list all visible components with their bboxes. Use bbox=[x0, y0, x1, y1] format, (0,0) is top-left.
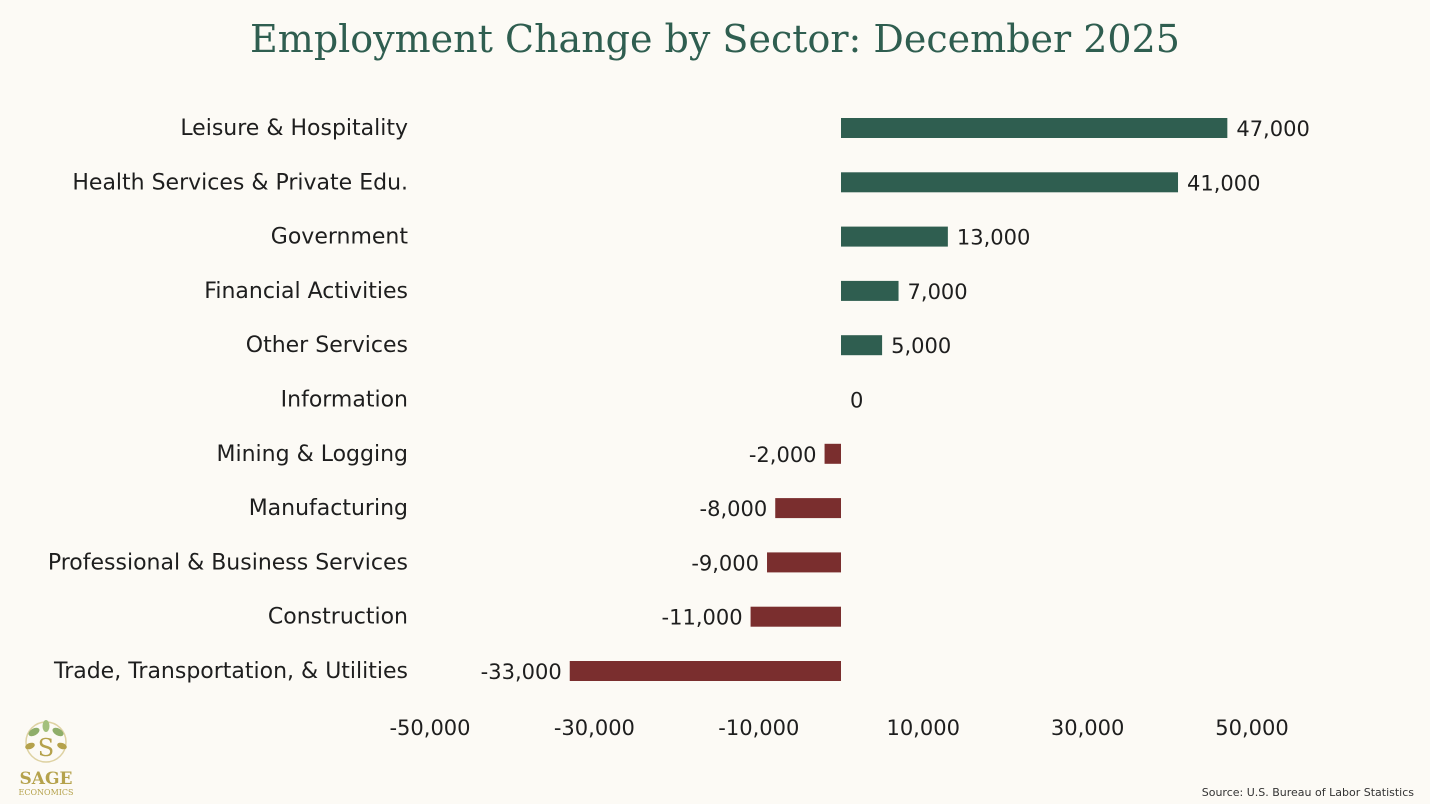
value-label-government: 13,000 bbox=[957, 226, 1030, 250]
value-label-health-services-private-edu: 41,000 bbox=[1187, 171, 1260, 195]
bar-professional-business-services bbox=[767, 552, 841, 573]
x-tick-label: -10,000 bbox=[718, 716, 799, 740]
value-label-construction: -11,000 bbox=[662, 606, 743, 630]
value-label-other-services: 5,000 bbox=[891, 334, 951, 358]
value-label-financial-activities: 7,000 bbox=[908, 280, 968, 304]
category-label-information: Information bbox=[281, 388, 408, 413]
category-label-financial-activities: Financial Activities bbox=[204, 279, 408, 304]
x-tick-label: -30,000 bbox=[554, 716, 635, 740]
category-label-other-services: Other Services bbox=[246, 333, 408, 358]
category-label-professional-business-services: Professional & Business Services bbox=[48, 550, 408, 575]
bar-health-services-private-edu bbox=[841, 172, 1179, 193]
svg-text:S: S bbox=[38, 734, 54, 762]
category-labels: Leisure & Hospitality Health Services & P… bbox=[48, 116, 409, 684]
category-label-health-services-private-edu: Health Services & Private Edu. bbox=[72, 170, 408, 195]
x-tick-label: -50,000 bbox=[389, 716, 470, 740]
bar-government bbox=[841, 226, 948, 247]
bar-financial-activities bbox=[841, 280, 899, 301]
x-tick-label: 30,000 bbox=[1051, 716, 1124, 740]
category-label-leisure-hospitality: Leisure & Hospitality bbox=[180, 116, 408, 141]
bar-trade-transportation-utilities bbox=[569, 661, 841, 681]
x-axis-ticks: -50,000 -30,000 -10,000 10,000 30,000 50,000 bbox=[389, 716, 1288, 740]
sage-logo: S SAGE ECONOMICS bbox=[18, 720, 74, 797]
x-tick-label: 10,000 bbox=[886, 716, 959, 740]
bar-other-services bbox=[841, 335, 883, 356]
bars-group bbox=[569, 118, 1228, 681]
category-label-trade-transportation-utilities: Trade, Transportation, & Utilities bbox=[53, 659, 408, 684]
leaf-logo-icon: S bbox=[25, 720, 67, 763]
category-label-mining-logging: Mining & Logging bbox=[217, 442, 408, 467]
value-label-manufacturing: -8,000 bbox=[700, 497, 768, 521]
value-label-information: 0 bbox=[850, 389, 863, 413]
bar-leisure-hospitality bbox=[841, 118, 1228, 138]
category-label-construction: Construction bbox=[268, 605, 408, 630]
chart-title: Employment Change by Sector: December 20… bbox=[250, 17, 1180, 61]
value-label-leisure-hospitality: 47,000 bbox=[1236, 117, 1309, 141]
value-label-trade-transportation-utilities: -33,000 bbox=[481, 660, 562, 684]
bar-manufacturing bbox=[775, 498, 841, 519]
category-label-government: Government bbox=[271, 225, 409, 250]
logo-subtitle: ECONOMICS bbox=[18, 788, 73, 797]
bar-mining-logging bbox=[824, 443, 841, 464]
value-labels: 47,000 41,000 13,000 7,000 5,000 0 -2,000 -8,00… bbox=[481, 117, 1310, 684]
value-label-mining-logging: -2,000 bbox=[749, 443, 817, 467]
value-label-professional-business-services: -9,000 bbox=[691, 551, 759, 575]
category-label-manufacturing: Manufacturing bbox=[249, 496, 408, 521]
logo-name: SAGE bbox=[20, 769, 73, 789]
x-tick-label: 50,000 bbox=[1215, 716, 1288, 740]
source-note: Source: U.S. Bureau of Labor Statistics bbox=[1202, 786, 1415, 799]
bar-construction bbox=[750, 606, 841, 627]
